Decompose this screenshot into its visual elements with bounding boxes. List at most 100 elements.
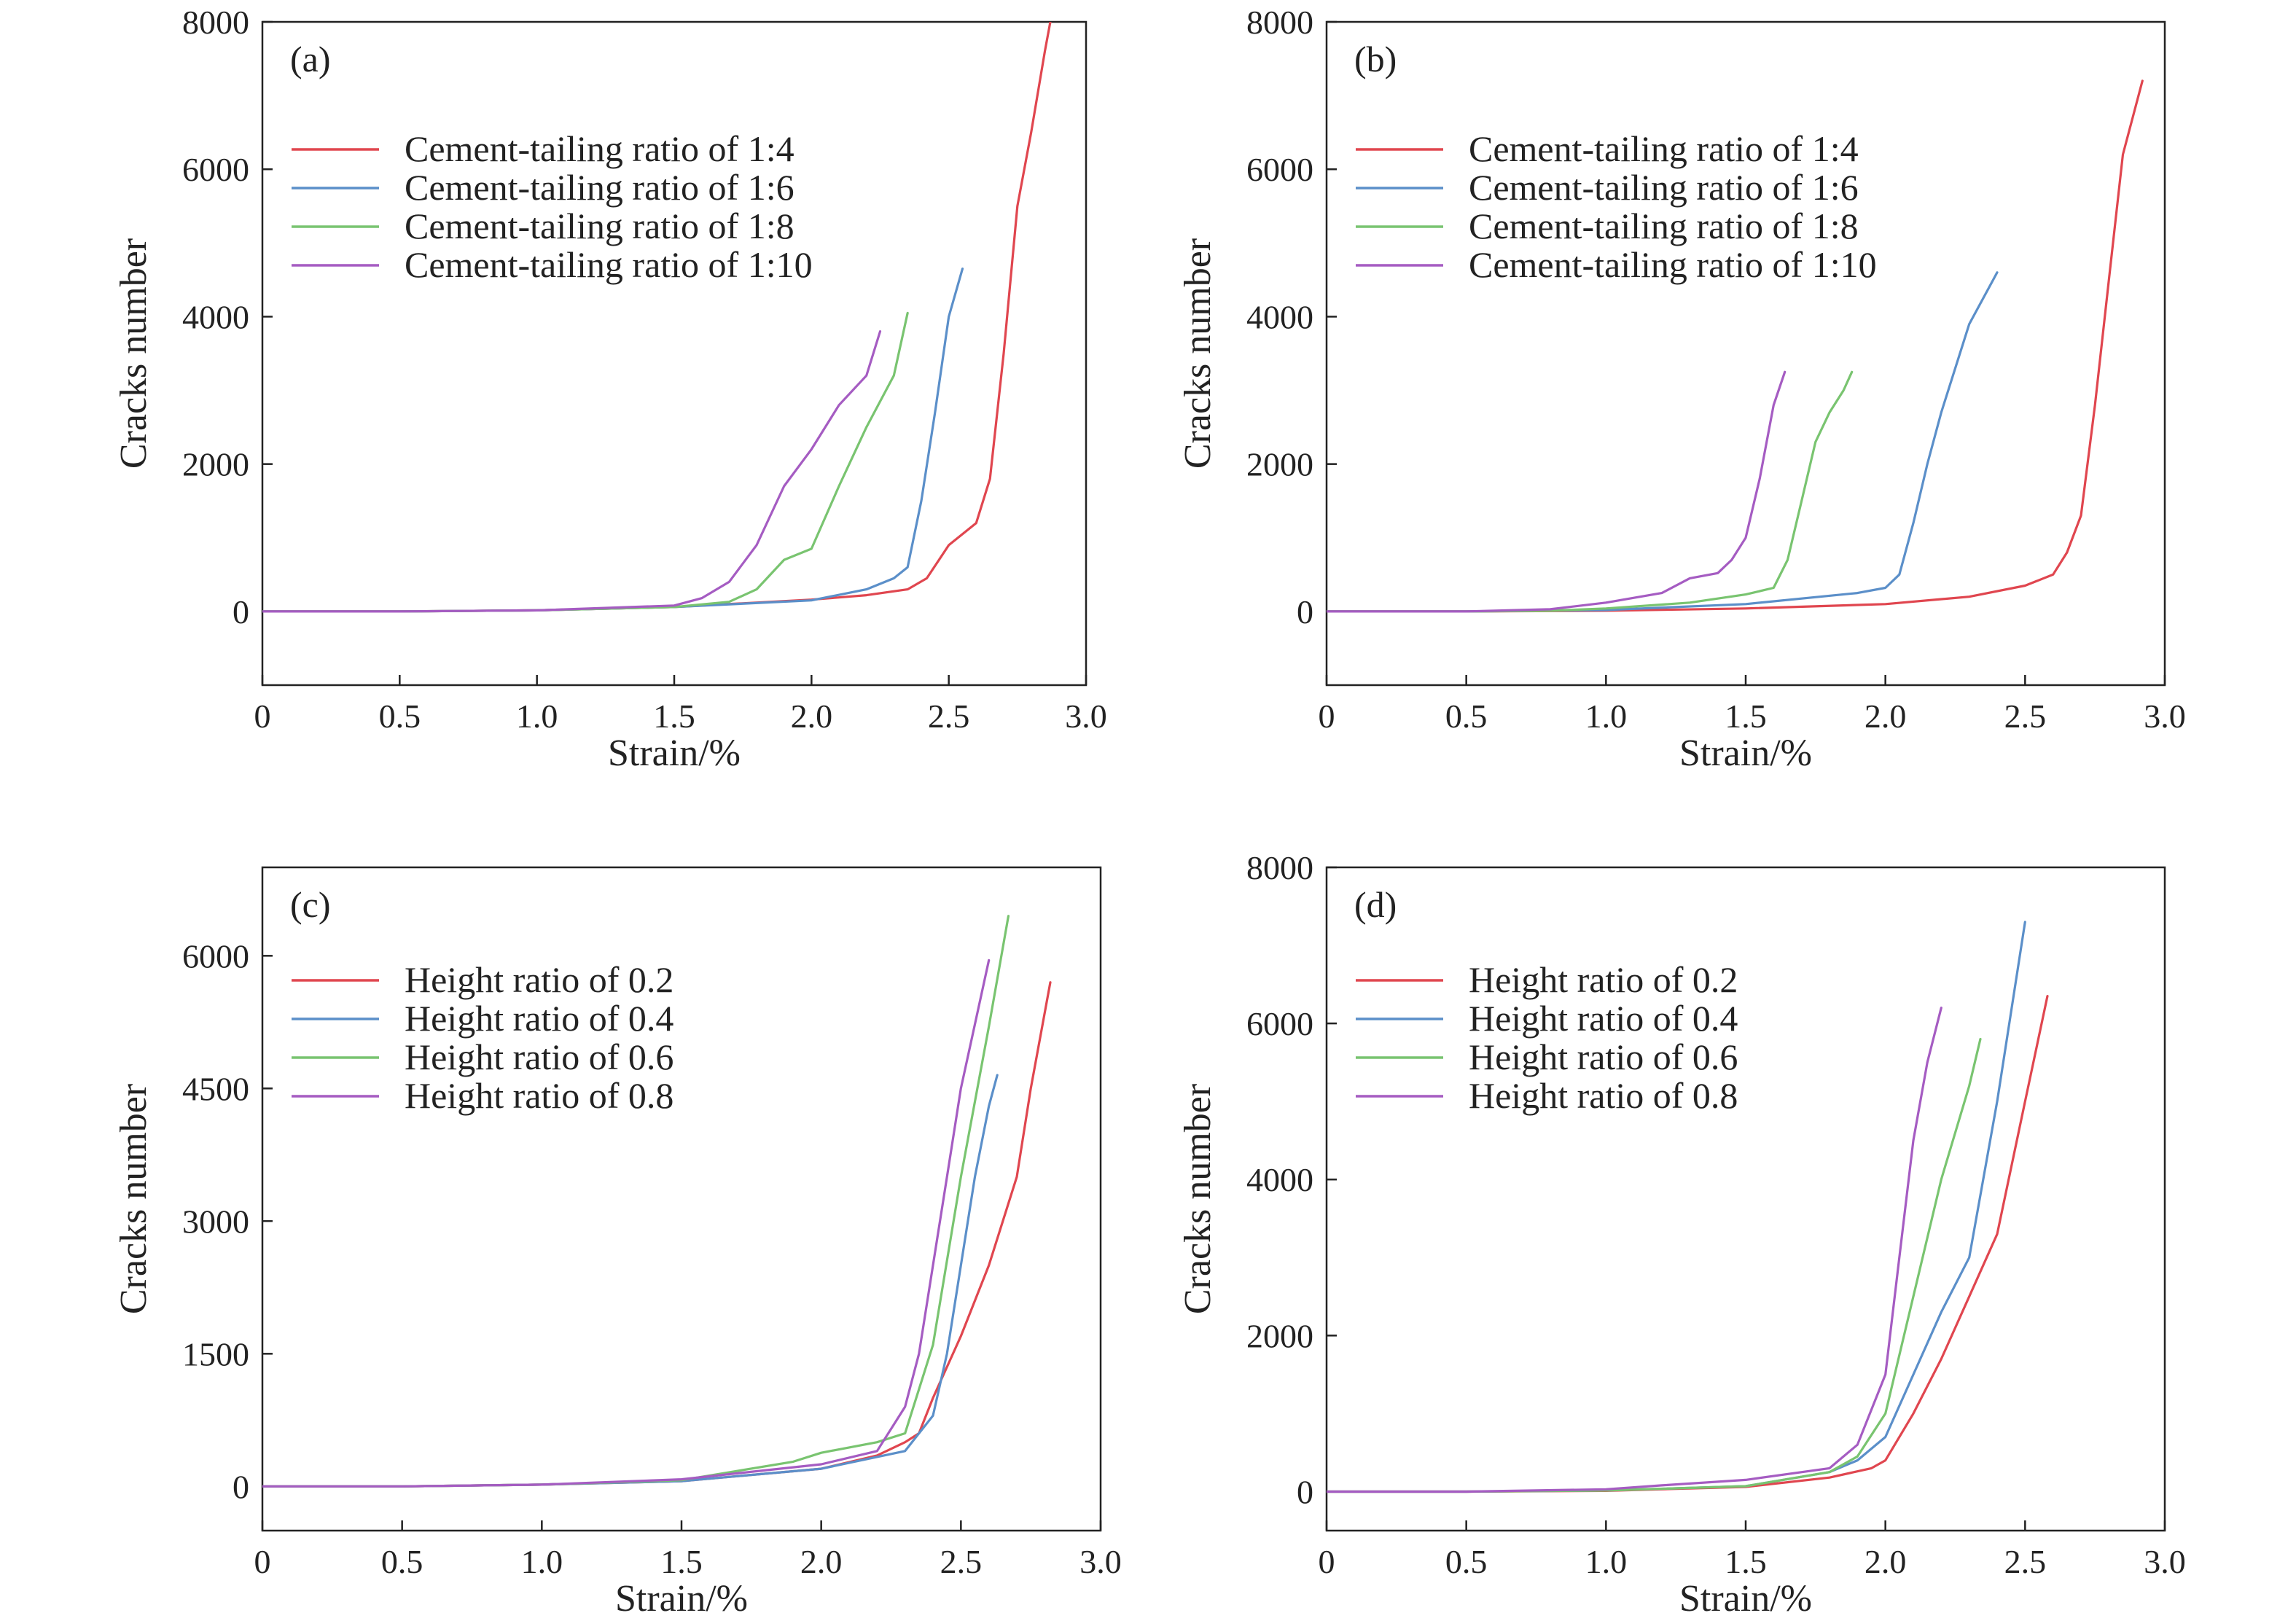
y-tick-label: 0 [1297,593,1313,630]
legend-entry-label: Height ratio of 0.4 [1469,998,1738,1039]
chart-panel-3: 0 0.5 1.0 1.5 2.0 2.5 3.0 0 1500 3000 4500 6000 Stra… [113,866,1122,1620]
y-tick-label: 4000 [1246,1161,1313,1198]
legend-entry-label: Cement-tailing ratio of 1:4 [1469,128,1859,169]
series-line-2 [262,1074,999,1488]
legend-entry-label: Cement-tailing ratio of 1:6 [405,167,794,208]
plot-frame [1325,20,2166,687]
x-tick-label: 1.5 [1725,698,1767,735]
legend-entry-label: Height ratio of 0.4 [405,998,673,1039]
x-tick-label: 2.0 [800,1543,843,1580]
y-tick-label: 0 [1297,1473,1313,1510]
x-tick-label: 0 [1319,698,1335,735]
legend-entry-label: Height ratio of 0.6 [1469,1036,1738,1077]
chart-panel-2: 0 0.5 1.0 1.5 2.0 2.5 3.0 0 2000 4000 6000 8000 Stra… [1177,4,2186,774]
y-tick-label: 0 [233,593,249,630]
x-tick-label: 1.5 [1725,1543,1767,1580]
x-tick-label: 0.5 [381,1543,423,1580]
x-tick-label: 1.0 [521,1543,563,1580]
legend-entry-label: Height ratio of 0.8 [1469,1075,1738,1116]
x-tick-label: 0 [1319,1543,1335,1580]
x-tick-label: 1.0 [1585,698,1628,735]
x-tick-label: 3.0 [2144,698,2186,735]
legend-entry-label: Height ratio of 0.8 [405,1075,673,1116]
plot-frame [261,866,1102,1532]
x-tick-label: 2.5 [940,1543,983,1580]
y-tick-label: 4000 [1246,298,1313,335]
y-axis-label: Cracks number [1177,238,1219,469]
panel-label: (d) [1354,884,1397,925]
legend: Cement-tailing ratio of 1:4Cement-tailin… [292,128,813,285]
x-axis-label: Strain/% [615,1578,748,1620]
y-tick-label: 2000 [182,446,249,483]
x-tick-label: 1.5 [660,1543,703,1580]
legend-entry-label: Height ratio of 0.2 [1469,959,1738,1000]
legend-entry-label: Height ratio of 0.6 [405,1036,673,1077]
x-tick-label: 0.5 [379,698,421,735]
y-axis-label: Cracks number [1177,1084,1219,1314]
series-line-2 [1327,271,1999,613]
x-tick-label: 0 [254,1543,271,1580]
x-tick-label: 2.5 [928,698,970,735]
panel-label: (b) [1354,39,1397,79]
x-tick-label: 2.0 [791,698,833,735]
legend-entry-label: Cement-tailing ratio of 1:10 [1469,244,1877,285]
x-tick-label: 2.0 [1864,1543,1907,1580]
x-tick-label: 1.0 [1585,1543,1628,1580]
legend-entry-label: Cement-tailing ratio of 1:4 [405,128,794,169]
series-line-4 [262,958,991,1488]
x-tick-label: 1.0 [516,698,558,735]
x-tick-label: 3.0 [1079,1543,1122,1580]
series-line-1 [262,22,1052,613]
x-axis-label: Strain/% [608,733,741,774]
plot-frame [1325,866,2166,1532]
plot-frame [261,20,1088,687]
chart-panel-4: 0 0.5 1.0 1.5 2.0 2.5 3.0 0 2000 4000 6000 8000 Stra… [1177,849,2186,1620]
legend-entry-label: Cement-tailing ratio of 1:8 [405,206,794,246]
y-tick-label: 8000 [182,4,249,41]
x-tick-label: 1.5 [653,698,695,735]
x-tick-label: 0.5 [1445,1543,1488,1580]
x-axis-label: Strain/% [1679,733,1812,774]
x-tick-label: 2.5 [2004,698,2047,735]
series-line-2 [262,267,964,613]
x-tick-label: 0 [254,698,271,735]
x-tick-label: 3.0 [1065,698,1107,735]
series-line-3 [1327,370,1854,613]
y-tick-label: 4000 [182,298,249,335]
series-line-3 [262,311,909,613]
y-tick-label: 6000 [182,151,249,188]
y-tick-label: 6000 [1246,1005,1313,1042]
x-tick-label: 3.0 [2144,1543,2186,1580]
y-tick-label: 2000 [1246,446,1313,483]
y-tick-label: 0 [233,1468,249,1505]
y-tick-label: 8000 [1246,4,1313,41]
y-tick-label: 1500 [182,1335,249,1372]
x-axis-label: Strain/% [1679,1578,1812,1620]
series-line-1 [1327,79,2144,613]
series-line-4 [262,330,882,613]
series-line-4 [1327,1007,1942,1493]
legend-entry-label: Cement-tailing ratio of 1:10 [405,244,813,285]
legend-entry-label: Cement-tailing ratio of 1:6 [1469,167,1859,208]
legend-entry-label: Cement-tailing ratio of 1:8 [1469,206,1859,246]
y-axis-label: Cracks number [113,238,155,469]
y-tick-label: 6000 [1246,151,1313,188]
y-tick-label: 4500 [182,1070,249,1107]
x-tick-label: 2.5 [2004,1543,2047,1580]
panel-label: (c) [290,884,331,925]
y-tick-label: 2000 [1246,1317,1313,1354]
y-tick-label: 6000 [182,937,249,974]
x-tick-label: 2.0 [1864,698,1907,735]
x-tick-label: 0.5 [1445,698,1488,735]
y-tick-label: 3000 [182,1203,249,1240]
panel-label: (a) [290,39,331,79]
legend-entry-label: Height ratio of 0.2 [405,959,673,1000]
series-line-4 [1327,370,1787,613]
y-tick-label: 8000 [1246,849,1313,886]
y-axis-label: Cracks number [113,1084,155,1314]
chart-panel-1: 0 0.5 1.0 1.5 2.0 2.5 3.0 0 2000 4000 6000 8000 Stra… [113,4,1107,774]
legend: Cement-tailing ratio of 1:4Cement-tailin… [1356,128,1877,285]
